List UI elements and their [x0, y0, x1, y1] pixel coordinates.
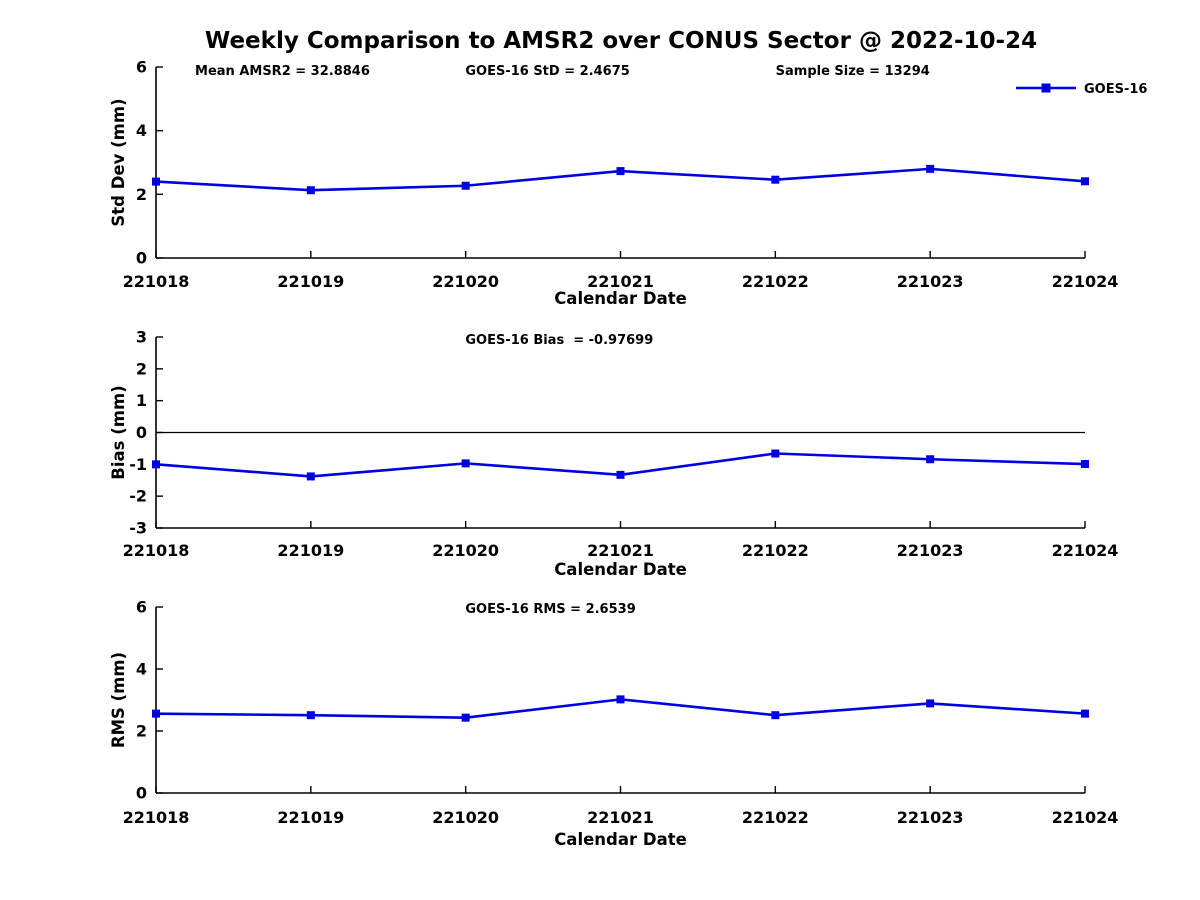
x-tick-label: 221023	[897, 541, 964, 560]
data-point-marker	[461, 459, 470, 468]
data-point-marker	[926, 164, 935, 173]
y-axis-label: RMS (mm)	[109, 652, 128, 748]
subplot-std-dev: 0 2 4 6 221018 221019 221020 221021 221022 221023…	[109, 58, 1147, 309]
y-tick-label: -1	[129, 455, 147, 474]
data-point-marker	[926, 699, 935, 708]
annotation-text: Mean AMSR2 = 32.8846	[195, 64, 370, 79]
x-tick-label: 221020	[432, 808, 499, 827]
x-tick-label: 221018	[123, 808, 190, 827]
data-point-marker	[152, 460, 160, 469]
data-point-marker	[926, 455, 935, 464]
subplot-rms: 0 2 4 6 221018 221019 221020 221021 221022 221023…	[109, 598, 1118, 850]
chart-title: Weekly Comparison to AMSR2 over CONUS Se…	[204, 28, 1038, 54]
y-tick-label: 3	[136, 328, 147, 347]
data-point-marker	[616, 695, 625, 704]
data-point-marker	[461, 713, 470, 722]
x-tick-label: 221021	[587, 808, 654, 827]
data-point-marker	[152, 709, 160, 718]
x-tick-label: 221023	[897, 272, 964, 291]
annotation-text: GOES-16 StD = 2.4675	[465, 64, 629, 79]
data-point-marker	[1081, 460, 1089, 469]
x-tick-label: 221024	[1052, 272, 1119, 291]
x-axis-label: Calendar Date	[554, 289, 687, 308]
y-tick-label: 6	[136, 58, 147, 77]
data-point-marker	[1081, 709, 1089, 718]
annotation-text: GOES-16 RMS = 2.6539	[465, 602, 635, 617]
legend-marker	[1041, 83, 1051, 93]
x-tick-label: 221021	[587, 272, 654, 291]
data-point-marker	[771, 175, 780, 184]
y-tick-label: 0	[136, 423, 147, 442]
x-tick-label: 221019	[277, 541, 344, 560]
data-point-marker	[306, 711, 315, 720]
y-tick-label: -2	[129, 487, 147, 506]
y-tick-label: -3	[129, 519, 147, 538]
data-point-marker	[306, 472, 315, 481]
legend: GOES-16	[1016, 82, 1147, 97]
y-tick-label: 4	[136, 660, 147, 679]
x-tick-label: 221022	[742, 272, 809, 291]
y-tick-label: 2	[136, 722, 147, 741]
x-tick-label: 221022	[742, 541, 809, 560]
x-tick-label: 221020	[432, 541, 499, 560]
annotation-text: GOES-16 Bias = -0.97699	[465, 333, 653, 348]
x-tick-label: 221021	[587, 541, 654, 560]
y-axis-label: Bias (mm)	[109, 385, 128, 479]
x-tick-label: 221019	[277, 272, 344, 291]
data-point-marker	[616, 470, 625, 479]
subplot-bias: -3 -2 -1 0 1 2 3 221018 221019 221020 221021 221022…	[109, 328, 1118, 580]
data-point-marker	[306, 186, 315, 195]
x-tick-label: 221023	[897, 808, 964, 827]
data-point-marker	[616, 167, 625, 176]
y-tick-label: 0	[136, 249, 147, 268]
data-point-marker	[461, 181, 470, 190]
x-tick-label: 221018	[123, 272, 190, 291]
x-tick-label: 221019	[277, 808, 344, 827]
x-tick-label: 221022	[742, 808, 809, 827]
y-tick-label: 2	[136, 359, 147, 378]
x-axis-label: Calendar Date	[554, 560, 687, 579]
y-axis-label: Std Dev (mm)	[109, 98, 128, 226]
annotation-text: Sample Size = 13294	[776, 64, 930, 79]
x-tick-label: 221024	[1052, 541, 1119, 560]
data-point-marker	[1081, 177, 1089, 186]
y-tick-label: 2	[136, 185, 147, 204]
x-axis-label: Calendar Date	[554, 830, 687, 849]
y-tick-label: 6	[136, 598, 147, 617]
x-tick-label: 221018	[123, 541, 190, 560]
x-tick-label: 221024	[1052, 808, 1119, 827]
data-point-marker	[771, 449, 780, 458]
y-tick-label: 0	[136, 784, 147, 803]
x-tick-label: 221020	[432, 272, 499, 291]
data-point-marker	[771, 711, 780, 720]
y-tick-label: 4	[136, 121, 147, 140]
legend-label: GOES-16	[1084, 82, 1147, 97]
data-point-marker	[152, 177, 160, 186]
y-tick-label: 1	[136, 391, 147, 410]
